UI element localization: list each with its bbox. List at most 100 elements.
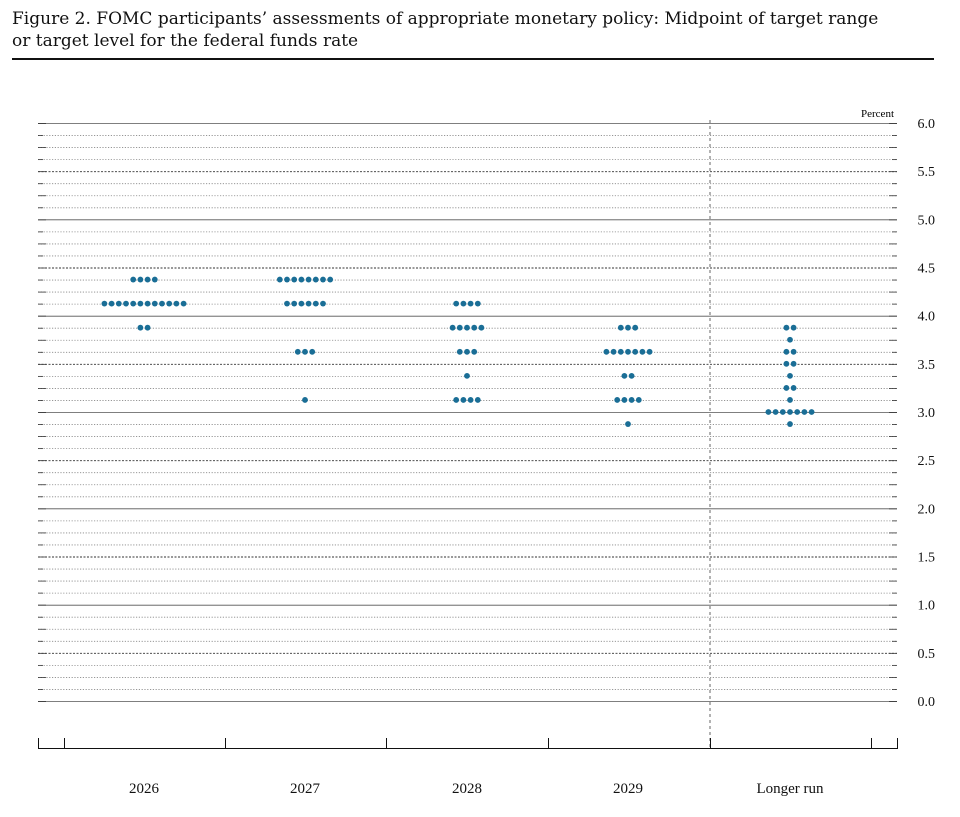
y-tick-label: 2.5 — [918, 454, 936, 469]
participant-dot — [603, 348, 610, 355]
participant-dot — [453, 300, 460, 307]
participant-dot — [628, 397, 635, 403]
participant-dot — [471, 348, 478, 355]
x-category-label: Longer run — [756, 781, 824, 797]
participant-dot — [471, 324, 478, 331]
participant-dot — [808, 409, 815, 415]
figure-title-line-1: Figure 2. FOMC participants’ assessments… — [12, 9, 879, 29]
participant-dot — [787, 409, 793, 415]
participant-dot — [610, 348, 617, 355]
x-category-label: 2027 — [290, 781, 321, 797]
participant-dot — [144, 276, 151, 283]
y-tick-label: 6.0 — [918, 117, 936, 132]
participant-dot — [783, 324, 790, 331]
participant-dot — [790, 385, 797, 391]
participant-dot — [790, 324, 797, 331]
participant-dot — [151, 276, 158, 283]
participant-dot — [291, 276, 298, 283]
participant-dot — [765, 409, 772, 415]
participant-dot — [464, 372, 470, 379]
y-axis-label: Percent — [861, 108, 894, 120]
participant-dot — [464, 348, 470, 355]
participant-dot — [449, 324, 456, 331]
participant-dot — [284, 276, 290, 283]
figure-title-line-2: or target level for the federal funds ra… — [12, 31, 359, 51]
participant-dot — [320, 276, 326, 283]
participant-dot — [790, 348, 797, 355]
figure-title: Figure 2. FOMC participants’ assessments… — [12, 8, 942, 52]
participant-dot — [302, 397, 308, 403]
participant-dot — [628, 372, 635, 379]
participant-dot — [787, 336, 793, 343]
y-tick-label: 4.5 — [918, 262, 936, 277]
participant-dot — [305, 300, 312, 307]
participant-dot — [787, 372, 793, 379]
participant-dot — [478, 324, 485, 331]
participant-dot — [474, 300, 481, 307]
participant-dot — [130, 300, 137, 307]
participant-dot — [625, 324, 631, 331]
participant-dot — [312, 300, 319, 307]
participant-dot — [467, 397, 474, 403]
participant-dot — [101, 300, 108, 307]
participant-dot — [298, 276, 305, 283]
x-category-label: 2026 — [129, 781, 160, 797]
participant-dot — [137, 300, 144, 307]
participant-dot — [614, 397, 621, 403]
y-tick-label: 4.0 — [918, 310, 936, 325]
participant-dot — [294, 348, 301, 355]
participant-dot — [166, 300, 173, 307]
participant-dot — [327, 276, 334, 283]
participant-dot — [137, 324, 144, 331]
participant-dot — [790, 360, 797, 367]
participant-dot — [464, 324, 470, 331]
participant-dot — [632, 348, 639, 355]
y-tick-label: 1.0 — [918, 599, 936, 614]
y-tick-label: 0.0 — [918, 695, 936, 710]
y-tick-label: 3.5 — [918, 358, 936, 373]
participant-dot — [794, 409, 801, 415]
participant-dot — [108, 300, 115, 307]
y-tick-label: 5.5 — [918, 165, 936, 180]
participant-dot — [137, 276, 144, 283]
participant-dot — [151, 300, 158, 307]
participant-dot — [625, 421, 631, 427]
title-rule — [12, 58, 934, 60]
participant-dot — [159, 300, 165, 307]
tick-labels: 0.0 0.5 1.0 1.5 2.0 2.5 3.0 3.5 4.0 4.5 5.0 5.5 6.0 2… — [129, 117, 935, 797]
participant-dot — [144, 324, 151, 331]
participant-dot — [467, 300, 474, 307]
participant-dot — [621, 372, 628, 379]
x-category-label: 2029 — [613, 781, 643, 797]
y-tick-label: 3.0 — [918, 406, 936, 421]
participant-dot — [312, 276, 319, 283]
participant-dot — [291, 300, 298, 307]
participant-dot — [115, 300, 122, 307]
participant-dot — [617, 348, 624, 355]
participant-dot — [144, 300, 151, 307]
participant-dot — [474, 397, 481, 403]
participant-dot — [298, 300, 305, 307]
participant-dot — [639, 348, 646, 355]
participant-dot — [783, 385, 790, 391]
participant-dot — [772, 409, 779, 415]
dot-marks — [101, 276, 815, 427]
participant-dot — [783, 348, 790, 355]
participant-dot — [123, 300, 129, 307]
participant-dot — [173, 300, 180, 307]
participant-dot — [453, 397, 460, 403]
participant-dot — [646, 348, 653, 355]
y-tick-label: 0.5 — [918, 647, 936, 662]
participant-dot — [302, 348, 308, 355]
participant-dot — [801, 409, 808, 415]
participant-dot — [276, 276, 283, 283]
participant-dot — [180, 300, 187, 307]
y-tick-label: 2.0 — [918, 502, 936, 517]
x-category-label: 2028 — [452, 781, 482, 797]
y-tick-label: 5.0 — [918, 213, 936, 228]
participant-dot — [617, 324, 624, 331]
participant-dot — [456, 348, 463, 355]
participant-dot — [309, 348, 316, 355]
participant-dot — [635, 397, 642, 403]
